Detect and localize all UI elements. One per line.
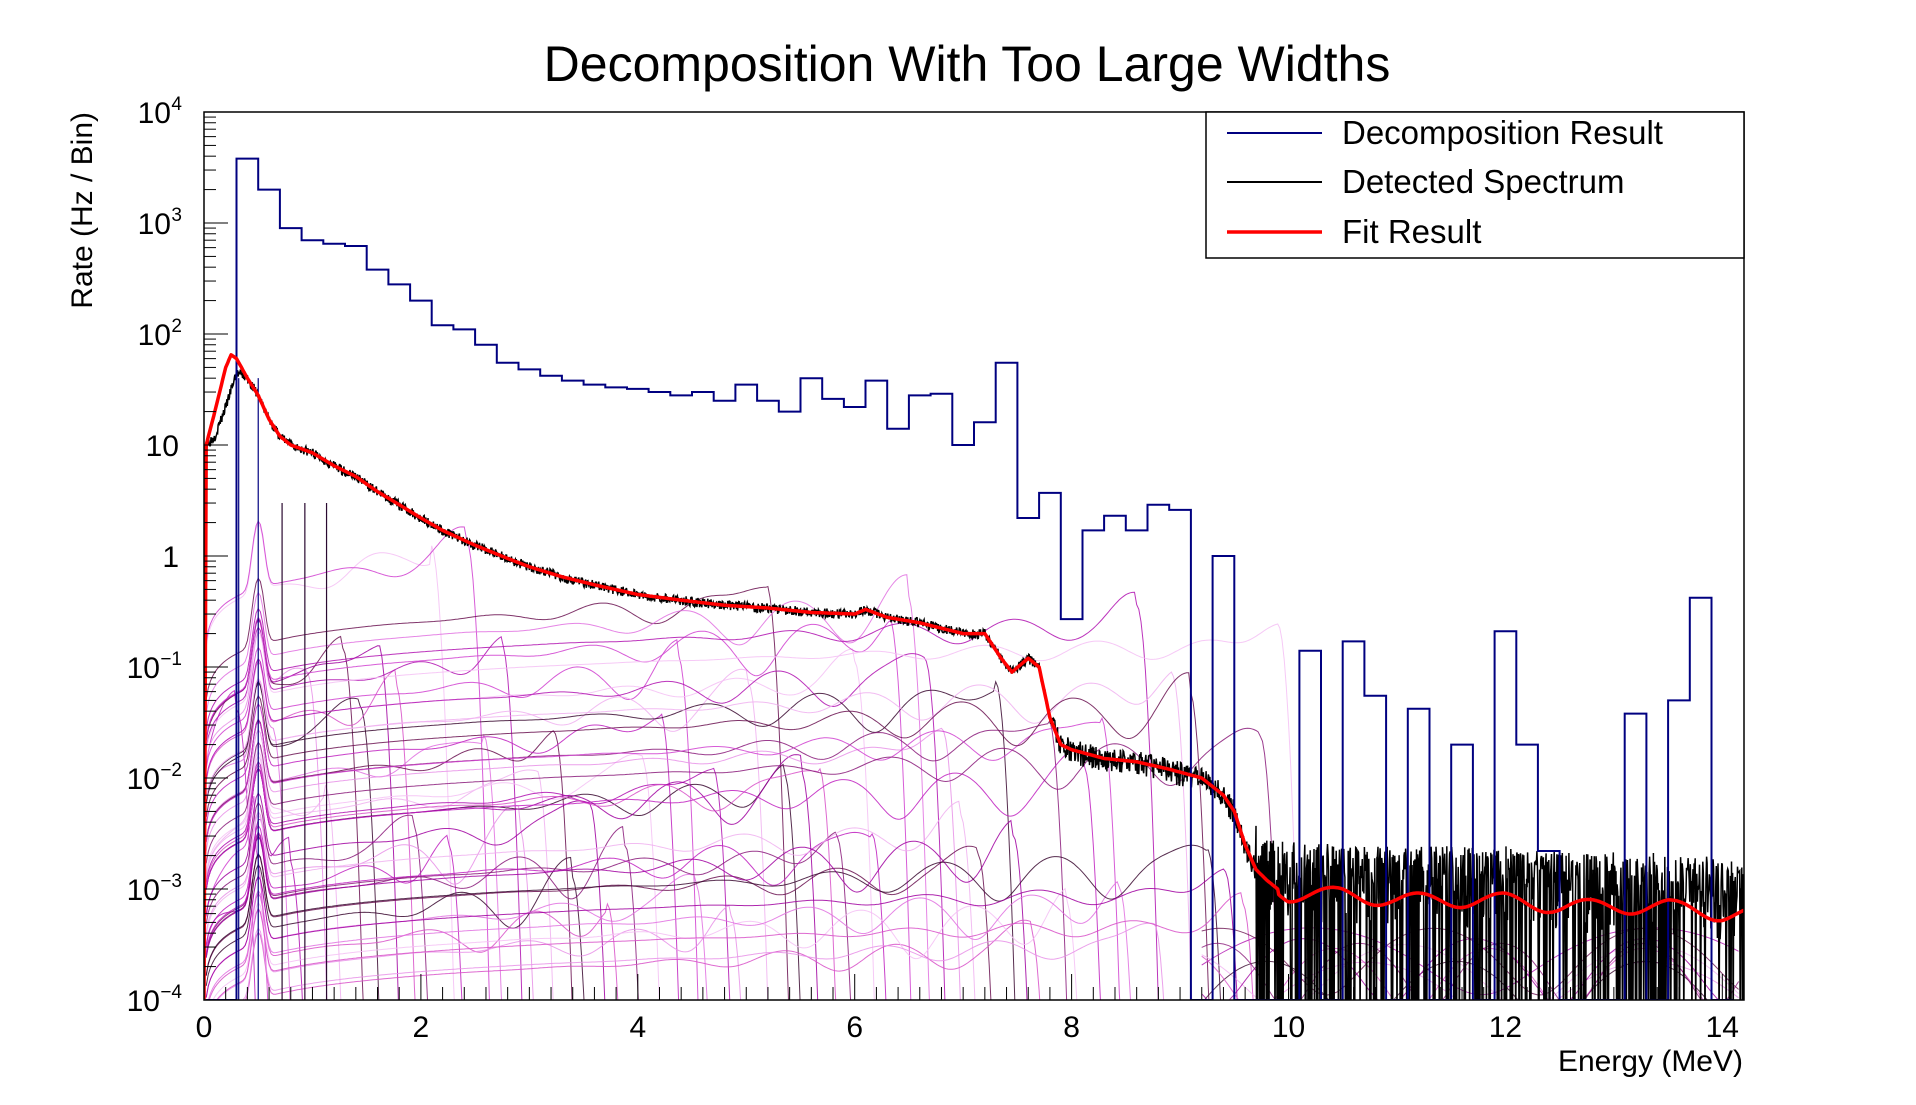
- series-layer: [204, 157, 1744, 1000]
- component-curve: [205, 727, 1279, 1000]
- x-tick-label: 14: [1706, 1011, 1739, 1044]
- component-curve: [205, 749, 1101, 1000]
- component-curve: [205, 727, 961, 1000]
- component-curve: [205, 744, 342, 1000]
- series-decomposition-result: [204, 157, 1734, 1000]
- y-tick-base: 10: [127, 652, 160, 685]
- component-curves: [205, 378, 1740, 1000]
- y-tick-base: 10: [127, 763, 160, 796]
- series-detected-spectrum: [205, 369, 1744, 1000]
- y-tick-label: −210: [127, 760, 182, 796]
- x-tick-label: 10: [1272, 1011, 1305, 1044]
- y-tick-label: 310: [138, 205, 182, 241]
- y-tick-label: 210: [138, 316, 182, 352]
- component-curve: [205, 819, 1028, 1000]
- y-tick-exponent: −3: [160, 871, 182, 892]
- legend-label-detected: Detected Spectrum: [1342, 163, 1624, 200]
- x-tick-label: 0: [196, 1011, 213, 1044]
- y-tick-exponent: −1: [160, 649, 182, 670]
- y-tick-text: 10: [146, 430, 179, 463]
- x-axis-ticks: 0 2 4 6 8 10 12 14: [196, 974, 1745, 1044]
- y-tick-base: 10: [127, 985, 160, 1018]
- component-curve: [205, 824, 463, 1000]
- component-curve: [245, 919, 1041, 1000]
- y-tick-exponent: 3: [171, 205, 182, 226]
- component-curve: [241, 922, 1165, 1000]
- y-tick-label: 410: [138, 94, 183, 130]
- x-tick-label: 2: [413, 1011, 430, 1044]
- component-curve: [205, 671, 1193, 1000]
- component-curve: [205, 874, 708, 1000]
- x-tick-label: 12: [1489, 1011, 1522, 1044]
- component-curve: [205, 719, 1068, 1000]
- series-fit-result: [204, 353, 1744, 1000]
- component-curve: [205, 591, 1159, 1000]
- component-curve: [205, 577, 789, 1000]
- y-tick-label: −410: [127, 982, 183, 1018]
- component-curve: [205, 648, 875, 1000]
- component-curve: [205, 763, 837, 1000]
- component-curve: [208, 892, 619, 1000]
- component-curve: [205, 660, 416, 1000]
- y-tick-label: 10: [146, 430, 179, 463]
- component-curve: [205, 831, 887, 1000]
- component-curve: [205, 631, 328, 1000]
- y-tick-base: 10: [138, 208, 171, 241]
- y-tick-exponent: 2: [171, 316, 182, 337]
- component-curve: [205, 844, 1222, 1000]
- y-tick-base: 10: [138, 97, 171, 130]
- y-tick-base: 10: [138, 319, 171, 352]
- component-curve: [205, 800, 976, 1000]
- x-axis-label: Energy (MeV): [1558, 1045, 1743, 1078]
- component-curve: [207, 880, 1132, 1000]
- component-curve: [205, 795, 269, 1000]
- component-curve: [205, 653, 946, 1000]
- legend-label-decomposition: Decomposition Result: [1342, 114, 1663, 151]
- component-curve: [205, 792, 606, 1000]
- component-curve: [205, 702, 680, 1000]
- component-curve: [205, 831, 852, 1000]
- y-tick-label: −310: [127, 871, 182, 907]
- component-curve: [205, 868, 1238, 1000]
- y-tick-label: 1: [162, 541, 179, 574]
- component-curve: [205, 750, 660, 1000]
- x-tick-label: 8: [1063, 1011, 1080, 1044]
- y-tick-exponent: −2: [160, 760, 182, 781]
- component-curve: [212, 887, 1078, 1000]
- y-axis-label: Rate (Hz / Bin): [66, 112, 99, 309]
- component-curve: [205, 856, 585, 1000]
- y-tick-text: 1: [162, 541, 179, 574]
- legend: Decomposition Result Detected Spectrum F…: [1205, 111, 1745, 259]
- component-curve: [205, 623, 1300, 1000]
- component-curve: [205, 616, 912, 1000]
- y-tick-label: −110: [127, 649, 182, 685]
- x-tick-label: 6: [846, 1011, 863, 1044]
- component-curve: [216, 904, 742, 1000]
- y-tick-exponent: −4: [160, 982, 182, 1003]
- component-curve: [205, 680, 1016, 1000]
- component-curve: [205, 755, 554, 1000]
- x-tick-label: 4: [629, 1011, 646, 1044]
- component-curve: [205, 520, 490, 1000]
- component-curve: [205, 626, 523, 1000]
- component-curve: [205, 672, 1210, 1000]
- legend-label-fit: Fit Result: [1342, 213, 1481, 250]
- component-curve: [216, 892, 1254, 1000]
- chart-title: Decomposition With Too Large Widths: [544, 36, 1391, 92]
- component-curve: [205, 801, 429, 1000]
- y-tick-exponent: 4: [171, 94, 182, 115]
- component-curve: [205, 716, 1121, 1000]
- y-tick-base: 10: [127, 874, 160, 907]
